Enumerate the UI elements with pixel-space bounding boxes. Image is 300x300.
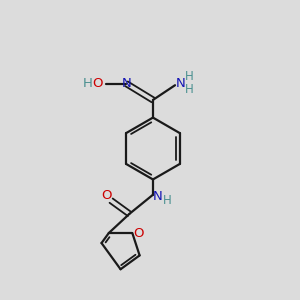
Text: H: H	[185, 70, 194, 83]
Text: H: H	[185, 83, 194, 96]
Text: O: O	[134, 226, 144, 239]
Text: N: N	[153, 190, 163, 203]
Text: N: N	[122, 77, 132, 90]
Text: H: H	[163, 194, 172, 207]
Text: N: N	[176, 77, 185, 90]
Text: H: H	[83, 77, 93, 90]
Text: O: O	[101, 189, 111, 202]
Text: O: O	[92, 77, 103, 90]
